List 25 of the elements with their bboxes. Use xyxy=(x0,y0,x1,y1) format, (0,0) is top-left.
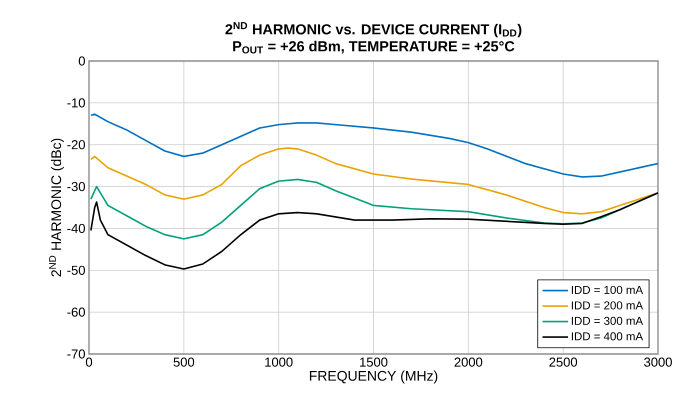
y-tick-label: -40 xyxy=(67,224,85,234)
chart-title: 2$^{ND}$ HARMONIC vs. DEVICE CURRENT (I$_{DD}$) xyxy=(225,22,522,38)
x-axis-title: FREQUENCY (MHz) xyxy=(310,370,438,384)
y-axis-title: 2$^{ND}$ HARMONIC (dBc) xyxy=(49,138,64,276)
chart-subtitle: P$_{OUT}$ = +26 dBm, TEMPERATURE = +25°C xyxy=(233,40,514,54)
x-tick-label: 1500 xyxy=(360,358,388,367)
legend-label: IDD = 400 mA xyxy=(572,332,644,340)
legend-label: IDD = 200 mA xyxy=(572,301,644,310)
y-tick-label: 0 xyxy=(78,56,85,66)
x-tick-label: 3000 xyxy=(644,358,672,367)
y-tick-label: -60 xyxy=(67,308,85,317)
x-tick-label: 2500 xyxy=(549,358,578,367)
x-tick-label: 1000 xyxy=(265,358,293,367)
y-tick-label: -70 xyxy=(67,349,85,359)
y-tick-label: -10 xyxy=(67,98,85,108)
x-tick-label: 2000 xyxy=(454,358,482,367)
y-tick-label: -20 xyxy=(67,140,85,150)
y-tick-label: -30 xyxy=(67,182,85,192)
line-series xyxy=(90,113,658,178)
y-tick-label: -50 xyxy=(67,266,85,275)
legend-label: IDD = 100 mA xyxy=(572,286,644,294)
legend-label: IDD = 300 mA xyxy=(572,316,644,325)
x-tick-label: 0 xyxy=(86,358,92,367)
x-tick-label: 500 xyxy=(174,358,194,367)
line-series xyxy=(90,147,658,215)
